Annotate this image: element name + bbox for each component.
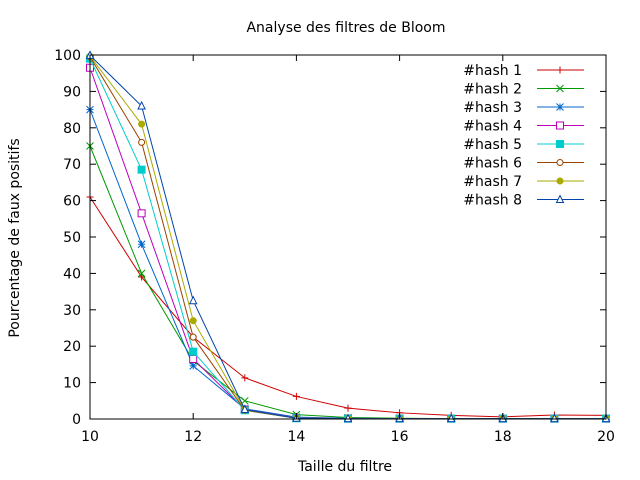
data-point: [137, 209, 146, 218]
plot-area: [85, 50, 611, 423]
y-tick-label: 50: [63, 230, 81, 246]
legend-label: #hash 6: [463, 156, 522, 172]
series-line: [89, 55, 606, 420]
data-point: [550, 413, 559, 423]
series-hash-4: [86, 63, 610, 423]
data-point: [240, 396, 249, 405]
series-hash-1: [86, 193, 610, 421]
legend-item: #hash 1: [463, 63, 584, 79]
data-point: [138, 120, 146, 128]
y-tick-label: 20: [63, 339, 81, 355]
legend-item: #hash 4: [463, 119, 584, 135]
series-hash-5: [86, 54, 610, 423]
legend-marker: [556, 159, 564, 166]
series-line: [89, 55, 606, 420]
y-tick-label: 10: [63, 376, 81, 392]
y-tick-label: 90: [63, 84, 81, 100]
data-point: [189, 317, 197, 325]
legend-item: #hash 2: [463, 82, 584, 98]
x-axis-label: Taille du filtre: [297, 459, 392, 475]
series-hash-8: [85, 50, 611, 423]
data-point: [137, 100, 146, 110]
legend-item: #hash 6: [463, 156, 584, 172]
legend-label: #hash 7: [463, 174, 522, 190]
legend-label: #hash 3: [463, 100, 522, 116]
data-point: [240, 404, 250, 414]
y-axis: 0 10 20 30 40 50 60 70 80 90 100: [54, 48, 606, 428]
x-axis: 10 12 14 16 18 20: [81, 55, 615, 445]
legend-label: #hash 4: [463, 119, 522, 135]
data-point: [137, 240, 146, 249]
data-point: [189, 347, 198, 356]
data-point: [343, 413, 353, 423]
series-hash-3: [86, 105, 610, 423]
y-tick-label: 30: [63, 303, 81, 319]
x-tick-label: 14: [287, 429, 305, 445]
legend-marker: [556, 177, 564, 185]
data-point: [188, 295, 198, 305]
data-point: [137, 165, 146, 174]
data-point: [446, 413, 456, 423]
x-tick-label: 18: [494, 429, 512, 445]
y-tick-label: 0: [72, 412, 81, 428]
chart-title: Analyse des filtres de Bloom: [246, 20, 445, 36]
legend-marker: [556, 103, 564, 111]
x-tick-label: 20: [597, 429, 615, 445]
series-hash-2: [86, 142, 610, 423]
data-point: [292, 392, 300, 400]
legend-item: #hash 7: [463, 174, 584, 190]
y-tick-label: 100: [54, 48, 81, 64]
y-tick-label: 60: [63, 194, 81, 210]
series-line: [89, 145, 606, 420]
legend-item: #hash 8: [463, 193, 584, 209]
series-hash-6: [86, 53, 610, 423]
legend-label: #hash 2: [463, 82, 522, 98]
x-tick-label: 10: [81, 429, 99, 445]
data-point: [189, 333, 197, 341]
x-tick-label: 16: [391, 429, 409, 445]
series-line: [89, 196, 607, 418]
series-hash-7: [86, 52, 610, 423]
legend: #hash 1 #hash 2 #hash 3 #hash 4 #hash 5 #hash…: [463, 63, 584, 209]
legend-marker: [556, 140, 564, 148]
data-point: [189, 362, 198, 370]
legend-label: #hash 8: [463, 193, 522, 209]
legend-item: #hash 3: [463, 100, 584, 116]
legend-marker: [556, 121, 564, 130]
series-line: [89, 109, 606, 420]
data-point: [189, 354, 198, 363]
data-point: [241, 374, 249, 382]
legend-marker: [556, 66, 564, 74]
series-line: [89, 56, 606, 420]
legend-label: #hash 5: [463, 137, 522, 153]
legend-marker: [555, 194, 565, 203]
plot-frame: [89, 54, 607, 420]
legend-marker: [556, 84, 564, 93]
legend-label: #hash 1: [463, 63, 522, 79]
data-point: [138, 138, 146, 146]
y-tick-label: 40: [63, 266, 81, 282]
y-tick-label: 70: [63, 157, 81, 173]
series-line: [89, 67, 606, 420]
y-tick-label: 80: [63, 121, 81, 137]
data-point: [137, 269, 146, 278]
y-axis-label: Pourcentage de faux positifs: [7, 138, 23, 337]
x-tick-label: 12: [184, 429, 202, 445]
data-point: [344, 404, 352, 412]
legend-item: #hash 5: [463, 137, 584, 153]
